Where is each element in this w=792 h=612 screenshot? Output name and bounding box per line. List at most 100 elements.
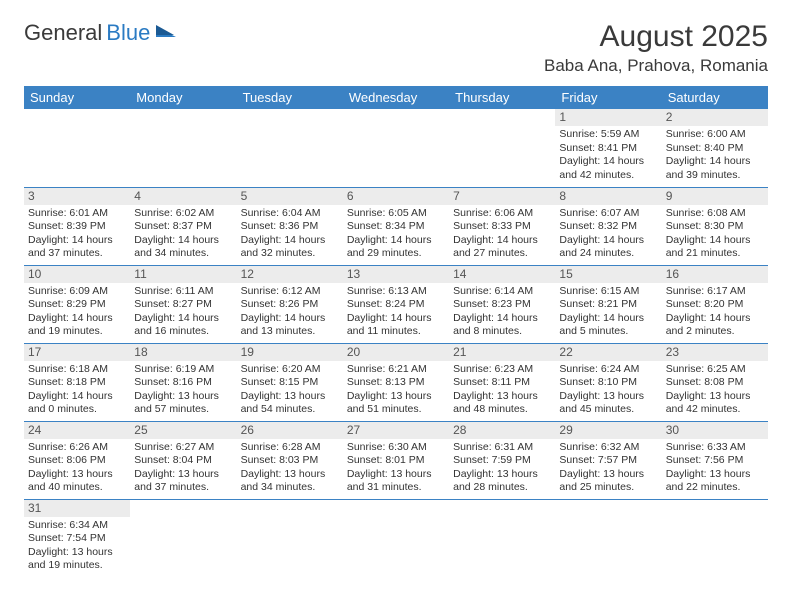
sunset-text: Sunset: 8:06 PM — [28, 454, 126, 467]
calendar-cell: 19Sunrise: 6:20 AMSunset: 8:15 PMDayligh… — [237, 343, 343, 421]
daylight-text: Daylight: 14 hours and 13 minutes. — [241, 312, 339, 339]
logo-text-blue: Blue — [106, 20, 150, 46]
sunset-text: Sunset: 8:10 PM — [559, 376, 657, 389]
sunset-text: Sunset: 8:13 PM — [347, 376, 445, 389]
calendar-cell: 8Sunrise: 6:07 AMSunset: 8:32 PMDaylight… — [555, 187, 661, 265]
day-info: Sunrise: 6:05 AMSunset: 8:34 PMDaylight:… — [347, 207, 445, 261]
day-number: 29 — [555, 422, 661, 439]
sunset-text: Sunset: 8:36 PM — [241, 220, 339, 233]
day-number: 1 — [555, 109, 661, 126]
sunrise-text: Sunrise: 6:31 AM — [453, 441, 551, 454]
day-info: Sunrise: 6:31 AMSunset: 7:59 PMDaylight:… — [453, 441, 551, 495]
daylight-text: Daylight: 13 hours and 45 minutes. — [559, 390, 657, 417]
calendar-cell: 26Sunrise: 6:28 AMSunset: 8:03 PMDayligh… — [237, 421, 343, 499]
calendar-cell: 31 Sunrise: 6:34 AMSunset: 7:54 PMDayligh… — [24, 499, 130, 577]
day-number: 9 — [662, 188, 768, 205]
calendar-cell: 15Sunrise: 6:15 AMSunset: 8:21 PMDayligh… — [555, 265, 661, 343]
sunrise-text: Sunrise: 6:26 AM — [28, 441, 126, 454]
calendar-row: 24Sunrise: 6:26 AMSunset: 8:06 PMDayligh… — [24, 421, 768, 499]
calendar-cell: 21Sunrise: 6:23 AMSunset: 8:11 PMDayligh… — [449, 343, 555, 421]
sunset-text: Sunset: 8:39 PM — [28, 220, 126, 233]
daylight-text: Daylight: 14 hours and 2 minutes. — [666, 312, 764, 339]
logo-flag-icon — [156, 25, 178, 41]
day-number: 2 — [662, 109, 768, 126]
calendar-cell: 16 Sunrise: 6:17 AMSunset: 8:20 PMDayligh… — [662, 265, 768, 343]
daylight-text: Daylight: 13 hours and 40 minutes. — [28, 468, 126, 495]
calendar-cell: 28Sunrise: 6:31 AMSunset: 7:59 PMDayligh… — [449, 421, 555, 499]
sunrise-text: Sunrise: 6:33 AM — [666, 441, 764, 454]
daylight-text: Daylight: 14 hours and 8 minutes. — [453, 312, 551, 339]
day-header: Thursday — [449, 86, 555, 109]
day-info: Sunrise: 6:01 AMSunset: 8:39 PMDaylight:… — [28, 207, 126, 261]
calendar-row: 1 Sunrise: 5:59 AMSunset: 8:41 PMDaylight… — [24, 109, 768, 187]
sunset-text: Sunset: 8:41 PM — [559, 142, 657, 155]
sunset-text: Sunset: 8:34 PM — [347, 220, 445, 233]
sunset-text: Sunset: 8:21 PM — [559, 298, 657, 311]
sunrise-text: Sunrise: 6:19 AM — [134, 363, 232, 376]
daylight-text: Daylight: 13 hours and 42 minutes. — [666, 390, 764, 417]
calendar-cell: 1 Sunrise: 5:59 AMSunset: 8:41 PMDaylight… — [555, 109, 661, 187]
calendar-cell-empty — [24, 109, 130, 187]
day-info: Sunrise: 6:17 AMSunset: 8:20 PMDaylight:… — [666, 285, 764, 339]
calendar-cell-empty — [449, 109, 555, 187]
daylight-text: Daylight: 14 hours and 24 minutes. — [559, 234, 657, 261]
calendar-cell: 5Sunrise: 6:04 AMSunset: 8:36 PMDaylight… — [237, 187, 343, 265]
sunset-text: Sunset: 8:08 PM — [666, 376, 764, 389]
calendar-cell-empty — [662, 499, 768, 577]
day-info: Sunrise: 5:59 AMSunset: 8:41 PMDaylight:… — [559, 128, 657, 182]
day-number: 16 — [662, 266, 768, 283]
calendar-cell: 17Sunrise: 6:18 AMSunset: 8:18 PMDayligh… — [24, 343, 130, 421]
sunrise-text: Sunrise: 6:15 AM — [559, 285, 657, 298]
sunrise-text: Sunrise: 6:01 AM — [28, 207, 126, 220]
sunrise-text: Sunrise: 6:32 AM — [559, 441, 657, 454]
day-number: 20 — [343, 344, 449, 361]
calendar-row: 10Sunrise: 6:09 AMSunset: 8:29 PMDayligh… — [24, 265, 768, 343]
calendar-cell: 9Sunrise: 6:08 AMSunset: 8:30 PMDaylight… — [662, 187, 768, 265]
day-number: 12 — [237, 266, 343, 283]
calendar-cell: 12 Sunrise: 6:12 AMSunset: 8:26 PMDayligh… — [237, 265, 343, 343]
sunset-text: Sunset: 7:59 PM — [453, 454, 551, 467]
day-number: 13 — [343, 266, 449, 283]
sunrise-text: Sunrise: 6:30 AM — [347, 441, 445, 454]
sunset-text: Sunset: 8:26 PM — [241, 298, 339, 311]
calendar-body: 1 Sunrise: 5:59 AMSunset: 8:41 PMDaylight… — [24, 109, 768, 577]
sunrise-text: Sunrise: 6:25 AM — [666, 363, 764, 376]
calendar-cell-empty — [237, 499, 343, 577]
sunrise-text: Sunrise: 6:28 AM — [241, 441, 339, 454]
title-block: August 2025 Baba Ana, Prahova, Romania — [544, 20, 768, 76]
sunrise-text: Sunrise: 6:02 AM — [134, 207, 232, 220]
day-number: 17 — [24, 344, 130, 361]
calendar-cell: 14Sunrise: 6:14 AMSunset: 8:23 PMDayligh… — [449, 265, 555, 343]
sunset-text: Sunset: 8:16 PM — [134, 376, 232, 389]
day-info: Sunrise: 6:32 AMSunset: 7:57 PMDaylight:… — [559, 441, 657, 495]
day-info: Sunrise: 6:21 AMSunset: 8:13 PMDaylight:… — [347, 363, 445, 417]
day-info: Sunrise: 6:06 AMSunset: 8:33 PMDaylight:… — [453, 207, 551, 261]
day-info: Sunrise: 6:07 AMSunset: 8:32 PMDaylight:… — [559, 207, 657, 261]
daylight-text: Daylight: 14 hours and 32 minutes. — [241, 234, 339, 261]
daylight-text: Daylight: 13 hours and 31 minutes. — [347, 468, 445, 495]
daylight-text: Daylight: 14 hours and 27 minutes. — [453, 234, 551, 261]
day-header-row: SundayMondayTuesdayWednesdayThursdayFrid… — [24, 86, 768, 109]
daylight-text: Daylight: 13 hours and 34 minutes. — [241, 468, 339, 495]
day-number: 31 — [24, 500, 130, 517]
day-number: 5 — [237, 188, 343, 205]
day-info: Sunrise: 6:00 AMSunset: 8:40 PMDaylight:… — [666, 128, 764, 182]
sunrise-text: Sunrise: 6:09 AM — [28, 285, 126, 298]
sunrise-text: Sunrise: 6:14 AM — [453, 285, 551, 298]
day-info: Sunrise: 6:11 AMSunset: 8:27 PMDaylight:… — [134, 285, 232, 339]
day-header: Tuesday — [237, 86, 343, 109]
sunset-text: Sunset: 8:30 PM — [666, 220, 764, 233]
day-info: Sunrise: 6:12 AMSunset: 8:26 PMDaylight:… — [241, 285, 339, 339]
calendar-cell: 20 Sunrise: 6:21 AMSunset: 8:13 PMDayligh… — [343, 343, 449, 421]
sunrise-text: Sunrise: 6:08 AM — [666, 207, 764, 220]
daylight-text: Daylight: 14 hours and 11 minutes. — [347, 312, 445, 339]
sunrise-text: Sunrise: 6:06 AM — [453, 207, 551, 220]
calendar-cell: 24Sunrise: 6:26 AMSunset: 8:06 PMDayligh… — [24, 421, 130, 499]
month-title: August 2025 — [544, 20, 768, 54]
calendar-cell: 22Sunrise: 6:24 AMSunset: 8:10 PMDayligh… — [555, 343, 661, 421]
sunset-text: Sunset: 8:29 PM — [28, 298, 126, 311]
sunrise-text: Sunrise: 6:13 AM — [347, 285, 445, 298]
day-info: Sunrise: 6:14 AMSunset: 8:23 PMDaylight:… — [453, 285, 551, 339]
calendar-row: 17Sunrise: 6:18 AMSunset: 8:18 PMDayligh… — [24, 343, 768, 421]
day-info: Sunrise: 6:34 AMSunset: 7:54 PMDaylight:… — [28, 519, 126, 573]
